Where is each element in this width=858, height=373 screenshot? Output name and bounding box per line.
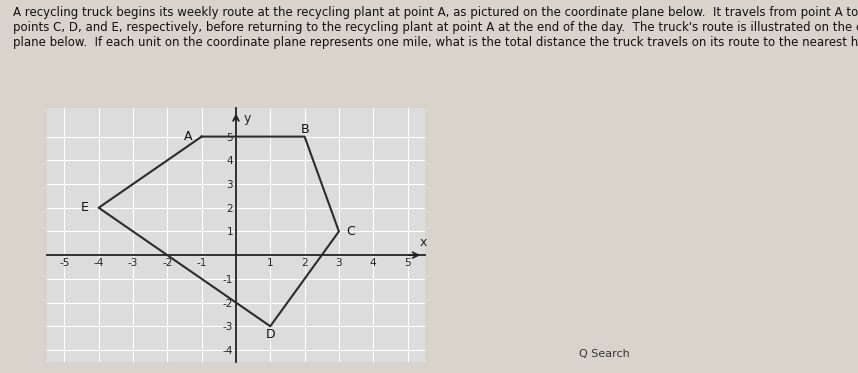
Text: Q Search: Q Search — [579, 350, 630, 359]
Text: A: A — [184, 130, 193, 143]
Text: D: D — [265, 328, 275, 341]
Text: A recycling truck begins its weekly route at the recycling plant at point A, as : A recycling truck begins its weekly rout… — [13, 6, 858, 49]
Text: B: B — [300, 123, 309, 137]
Text: x: x — [420, 235, 426, 248]
Text: E: E — [81, 201, 88, 214]
Text: C: C — [347, 225, 355, 238]
Text: y: y — [244, 112, 251, 125]
